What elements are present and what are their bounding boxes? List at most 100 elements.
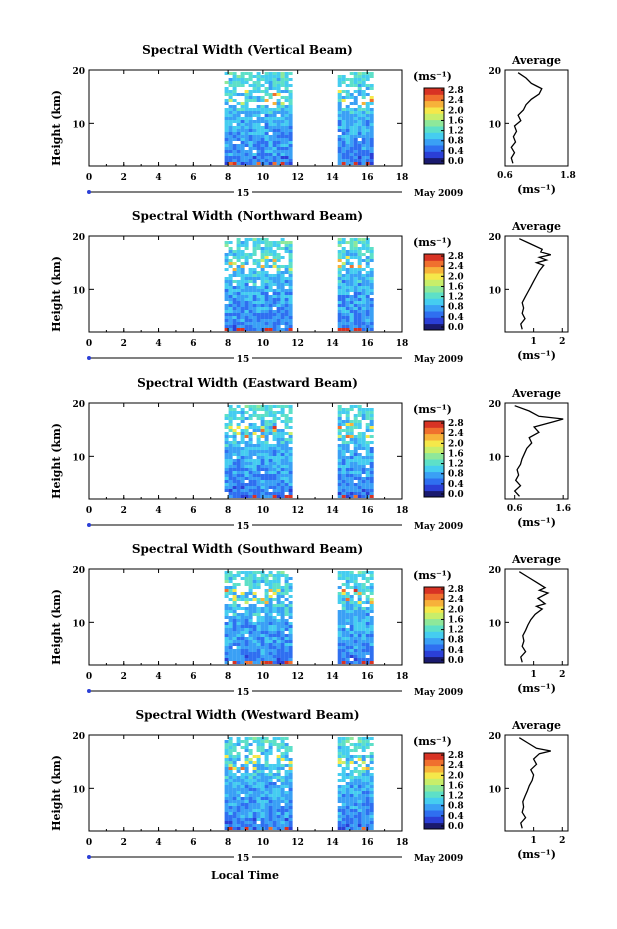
heatmap-cell <box>248 441 253 444</box>
heatmap-cell <box>256 800 261 803</box>
heatmap-cell <box>224 159 229 162</box>
heatmap-cell <box>353 806 358 809</box>
heatmap-cell <box>369 117 374 120</box>
heatmap-cell <box>353 610 358 613</box>
heatmap-cell <box>228 417 233 420</box>
heatmap-cell <box>361 114 366 117</box>
heatmap-cell <box>337 827 342 830</box>
heatmap-cell <box>361 480 366 483</box>
heatmap-cell <box>236 607 241 610</box>
heatmap-cell <box>353 441 358 444</box>
heatmap-cell <box>284 108 289 111</box>
heatmap-cell <box>252 292 257 295</box>
heatmap-cell <box>369 821 374 824</box>
heatmap-cell <box>240 806 245 809</box>
heatmap-cell <box>361 613 366 616</box>
heatmap-cell <box>224 322 229 325</box>
heatmap-cell <box>361 761 366 764</box>
heatmap-cell <box>280 274 285 277</box>
heatmap-cell <box>268 791 273 794</box>
heatmap-cell <box>369 298 374 301</box>
heatmap-cell <box>248 797 253 800</box>
heatmap-cell <box>240 301 245 304</box>
colorbar-tick-label: 0.8 <box>448 303 464 313</box>
heatmap-cell <box>256 438 261 441</box>
heatmap-cell <box>236 162 241 165</box>
heatmap-cell <box>365 105 370 108</box>
heatmap-cell <box>276 761 281 764</box>
heatmap-cell <box>228 322 233 325</box>
heatmap-cell <box>260 486 265 489</box>
x-tick-label: 14 <box>326 506 339 516</box>
heatmap-cell <box>248 604 253 607</box>
heatmap-cell <box>341 752 346 755</box>
heatmap-cell <box>349 153 354 156</box>
heatmap-cell <box>272 310 277 313</box>
heatmap-cell <box>260 271 265 274</box>
heatmap-cell <box>280 468 285 471</box>
heatmap-cell <box>228 746 233 749</box>
heatmap-cell <box>276 274 281 277</box>
day-label-bg <box>234 519 252 530</box>
heatmap-cell <box>280 471 285 474</box>
heatmap-cell <box>272 785 277 788</box>
heatmap-cell <box>276 589 281 592</box>
heatmap-cell <box>288 640 293 643</box>
heatmap-cell <box>276 328 281 331</box>
heatmap-cell <box>244 758 249 761</box>
heatmap-cell <box>284 96 289 99</box>
heatmap-cell <box>280 450 285 453</box>
heatmap-cell <box>337 794 342 797</box>
heatmap-cell <box>256 84 261 87</box>
heatmap-cell <box>256 737 261 740</box>
heatmap-cell <box>284 755 289 758</box>
heatmap-cell <box>369 141 374 144</box>
heatmap-cell <box>369 459 374 462</box>
heatmap-cell <box>369 250 374 253</box>
heatmap-cell <box>345 322 350 325</box>
heatmap-cell <box>349 429 354 432</box>
heatmap-cell <box>341 583 346 586</box>
heatmap-cell <box>260 782 265 785</box>
heatmap-cell <box>256 459 261 462</box>
x-axis-label: Local Time <box>211 869 279 882</box>
heatmap-cell <box>252 241 257 244</box>
heatmap-cell <box>252 797 257 800</box>
heatmap-cell <box>353 803 358 806</box>
heatmap-cell <box>341 459 346 462</box>
heatmap-cell <box>349 295 354 298</box>
heatmap-cell <box>260 652 265 655</box>
heatmap-cell <box>280 607 285 610</box>
heatmap-cell <box>280 411 285 414</box>
heatmap-cell <box>272 411 277 414</box>
heatmap-cell <box>236 652 241 655</box>
x-tick-label: 8 <box>225 173 231 183</box>
heatmap-cell <box>260 598 265 601</box>
heatmap-cell <box>337 628 342 631</box>
heatmap-cell <box>264 643 269 646</box>
heatmap-cell <box>248 773 253 776</box>
heatmap-cell <box>244 310 249 313</box>
heatmap-cell <box>260 280 265 283</box>
heatmap-cell <box>361 622 366 625</box>
heatmap-cell <box>280 767 285 770</box>
heatmap-cell <box>244 465 249 468</box>
colorbar-frame <box>423 752 445 830</box>
heatmap-cell <box>284 105 289 108</box>
colorbar-swatch <box>424 145 444 152</box>
heatmap-cell <box>369 120 374 123</box>
heatmap-cell <box>357 619 362 622</box>
heatmap-cell <box>260 247 265 250</box>
heatmap-cell <box>232 492 237 495</box>
heatmap-cell <box>345 84 350 87</box>
heatmap-cell <box>272 319 277 322</box>
heatmap-cell <box>268 265 273 268</box>
heatmap-cell <box>244 96 249 99</box>
heatmap-cell <box>272 429 277 432</box>
colorbar-swatch <box>424 440 444 447</box>
heatmap-cell <box>365 280 370 283</box>
heatmap-cell <box>284 818 289 821</box>
heatmap-cell <box>349 277 354 280</box>
heatmap-cell <box>353 271 358 274</box>
x-tick-label: 10 <box>257 506 270 516</box>
